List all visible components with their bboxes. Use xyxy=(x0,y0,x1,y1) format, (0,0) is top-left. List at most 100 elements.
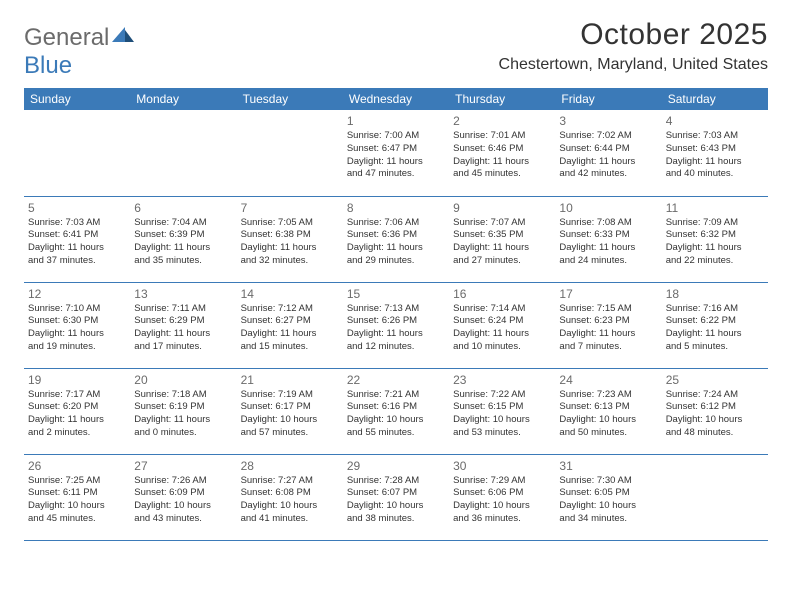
cell-line: Sunset: 6:19 PM xyxy=(134,401,232,414)
cell-line: Daylight: 10 hours xyxy=(241,414,339,427)
calendar-header-row: Sunday Monday Tuesday Wednesday Thursday… xyxy=(24,88,768,110)
cell-line: and 19 minutes. xyxy=(28,341,126,354)
day-number: 1 xyxy=(347,114,445,128)
cell-line: Daylight: 11 hours xyxy=(134,242,232,255)
cell-details: Sunrise: 7:15 AMSunset: 6:23 PMDaylight:… xyxy=(559,303,657,354)
cell-line: and 55 minutes. xyxy=(347,427,445,440)
cell-line: Sunrise: 7:30 AM xyxy=(559,475,657,488)
cell-line: Sunrise: 7:13 AM xyxy=(347,303,445,316)
cell-line: Sunset: 6:13 PM xyxy=(559,401,657,414)
cell-details: Sunrise: 7:25 AMSunset: 6:11 PMDaylight:… xyxy=(28,475,126,526)
cell-details: Sunrise: 7:02 AMSunset: 6:44 PMDaylight:… xyxy=(559,130,657,181)
cell-line: Sunset: 6:44 PM xyxy=(559,143,657,156)
cell-line: and 17 minutes. xyxy=(134,341,232,354)
cell-line: and 43 minutes. xyxy=(134,513,232,526)
cell-details: Sunrise: 7:07 AMSunset: 6:35 PMDaylight:… xyxy=(453,217,551,268)
cell-details: Sunrise: 7:08 AMSunset: 6:33 PMDaylight:… xyxy=(559,217,657,268)
cell-details: Sunrise: 7:22 AMSunset: 6:15 PMDaylight:… xyxy=(453,389,551,440)
cell-line: Sunrise: 7:25 AM xyxy=(28,475,126,488)
cell-line: Sunrise: 7:06 AM xyxy=(347,217,445,230)
calendar-week-row: 1Sunrise: 7:00 AMSunset: 6:47 PMDaylight… xyxy=(24,110,768,196)
cell-line: Sunrise: 7:22 AM xyxy=(453,389,551,402)
cell-line: Sunrise: 7:04 AM xyxy=(134,217,232,230)
calendar-cell: 6Sunrise: 7:04 AMSunset: 6:39 PMDaylight… xyxy=(130,196,236,282)
brand-word-2: Blue xyxy=(24,52,72,80)
cell-line: Sunset: 6:41 PM xyxy=(28,229,126,242)
cell-line: and 0 minutes. xyxy=(134,427,232,440)
cell-line: Sunset: 6:05 PM xyxy=(559,487,657,500)
cell-line: Sunset: 6:06 PM xyxy=(453,487,551,500)
cell-line: and 40 minutes. xyxy=(666,168,764,181)
cell-details: Sunrise: 7:12 AMSunset: 6:27 PMDaylight:… xyxy=(241,303,339,354)
cell-line: Daylight: 11 hours xyxy=(453,156,551,169)
day-number: 22 xyxy=(347,373,445,387)
cell-line: Sunset: 6:33 PM xyxy=(559,229,657,242)
cell-line: Sunrise: 7:16 AM xyxy=(666,303,764,316)
day-number: 30 xyxy=(453,459,551,473)
cell-details: Sunrise: 7:01 AMSunset: 6:46 PMDaylight:… xyxy=(453,130,551,181)
day-number: 19 xyxy=(28,373,126,387)
cell-line: Sunset: 6:47 PM xyxy=(347,143,445,156)
cell-line: Sunrise: 7:14 AM xyxy=(453,303,551,316)
calendar-cell: 23Sunrise: 7:22 AMSunset: 6:15 PMDayligh… xyxy=(449,368,555,454)
cell-line: Sunrise: 7:27 AM xyxy=(241,475,339,488)
cell-line: Sunrise: 7:11 AM xyxy=(134,303,232,316)
cell-line: Daylight: 10 hours xyxy=(666,414,764,427)
calendar-cell: 24Sunrise: 7:23 AMSunset: 6:13 PMDayligh… xyxy=(555,368,661,454)
cell-details: Sunrise: 7:27 AMSunset: 6:08 PMDaylight:… xyxy=(241,475,339,526)
cell-line: Sunset: 6:22 PM xyxy=(666,315,764,328)
calendar-body: 1Sunrise: 7:00 AMSunset: 6:47 PMDaylight… xyxy=(24,110,768,540)
cell-line: and 45 minutes. xyxy=(453,168,551,181)
cell-line: and 36 minutes. xyxy=(453,513,551,526)
calendar-cell: 26Sunrise: 7:25 AMSunset: 6:11 PMDayligh… xyxy=(24,454,130,540)
cell-line: Sunrise: 7:19 AM xyxy=(241,389,339,402)
calendar-week-row: 5Sunrise: 7:03 AMSunset: 6:41 PMDaylight… xyxy=(24,196,768,282)
day-number: 2 xyxy=(453,114,551,128)
cell-line: Daylight: 11 hours xyxy=(347,156,445,169)
cell-line: Daylight: 11 hours xyxy=(28,242,126,255)
cell-line: Daylight: 11 hours xyxy=(559,156,657,169)
calendar-cell: 3Sunrise: 7:02 AMSunset: 6:44 PMDaylight… xyxy=(555,110,661,196)
calendar-cell: 2 Sunrise: 7:01 AMSunset: 6:46 PMDaylight… xyxy=(449,110,555,196)
cell-line: Sunset: 6:23 PM xyxy=(559,315,657,328)
cell-details: Sunrise: 7:03 AMSunset: 6:43 PMDaylight:… xyxy=(666,130,764,181)
calendar-cell: 30 Sunrise: 7:29 AMSunset: 6:06 PMDayligh… xyxy=(449,454,555,540)
cell-line: and 2 minutes. xyxy=(28,427,126,440)
cell-line: Daylight: 10 hours xyxy=(559,414,657,427)
calendar-cell xyxy=(237,110,343,196)
cell-line: Daylight: 11 hours xyxy=(347,328,445,341)
cell-details: Sunrise: 7:28 AMSunset: 6:07 PMDaylight:… xyxy=(347,475,445,526)
cell-line: Daylight: 11 hours xyxy=(666,242,764,255)
cell-details: Sunrise: 7:21 AMSunset: 6:16 PMDaylight:… xyxy=(347,389,445,440)
cell-line: and 35 minutes. xyxy=(134,255,232,268)
day-header: Thursday xyxy=(449,88,555,110)
day-number: 7 xyxy=(241,201,339,215)
cell-line: and 41 minutes. xyxy=(241,513,339,526)
cell-line: Sunrise: 7:28 AM xyxy=(347,475,445,488)
cell-line: and 48 minutes. xyxy=(666,427,764,440)
day-number: 12 xyxy=(28,287,126,301)
cell-line: Sunset: 6:36 PM xyxy=(347,229,445,242)
cell-details: Sunrise: 7:13 AMSunset: 6:26 PMDaylight:… xyxy=(347,303,445,354)
cell-line: Daylight: 11 hours xyxy=(453,242,551,255)
cell-details: Sunrise: 7:29 AMSunset: 6:06 PMDaylight:… xyxy=(453,475,551,526)
cell-line: Sunrise: 7:00 AM xyxy=(347,130,445,143)
calendar-week-row: 26Sunrise: 7:25 AMSunset: 6:11 PMDayligh… xyxy=(24,454,768,540)
cell-line: and 45 minutes. xyxy=(28,513,126,526)
day-number: 8 xyxy=(347,201,445,215)
cell-line: Sunrise: 7:21 AM xyxy=(347,389,445,402)
cell-line: and 7 minutes. xyxy=(559,341,657,354)
calendar-cell: 14Sunrise: 7:12 AMSunset: 6:27 PMDayligh… xyxy=(237,282,343,368)
calendar-cell: 22 Sunrise: 7:21 AMSunset: 6:16 PMDayligh… xyxy=(343,368,449,454)
cell-details: Sunrise: 7:05 AMSunset: 6:38 PMDaylight:… xyxy=(241,217,339,268)
cell-line: Sunrise: 7:15 AM xyxy=(559,303,657,316)
cell-line: Sunset: 6:26 PM xyxy=(347,315,445,328)
cell-details: Sunrise: 7:24 AMSunset: 6:12 PMDaylight:… xyxy=(666,389,764,440)
cell-line: Daylight: 10 hours xyxy=(347,500,445,513)
calendar-page: General October 2025 Chestertown, Maryla… xyxy=(0,0,792,541)
day-number: 6 xyxy=(134,201,232,215)
day-number: 28 xyxy=(241,459,339,473)
cell-line: Sunset: 6:12 PM xyxy=(666,401,764,414)
calendar-cell: 21Sunrise: 7:19 AMSunset: 6:17 PMDayligh… xyxy=(237,368,343,454)
calendar-cell: 18Sunrise: 7:16 AMSunset: 6:22 PMDayligh… xyxy=(662,282,768,368)
